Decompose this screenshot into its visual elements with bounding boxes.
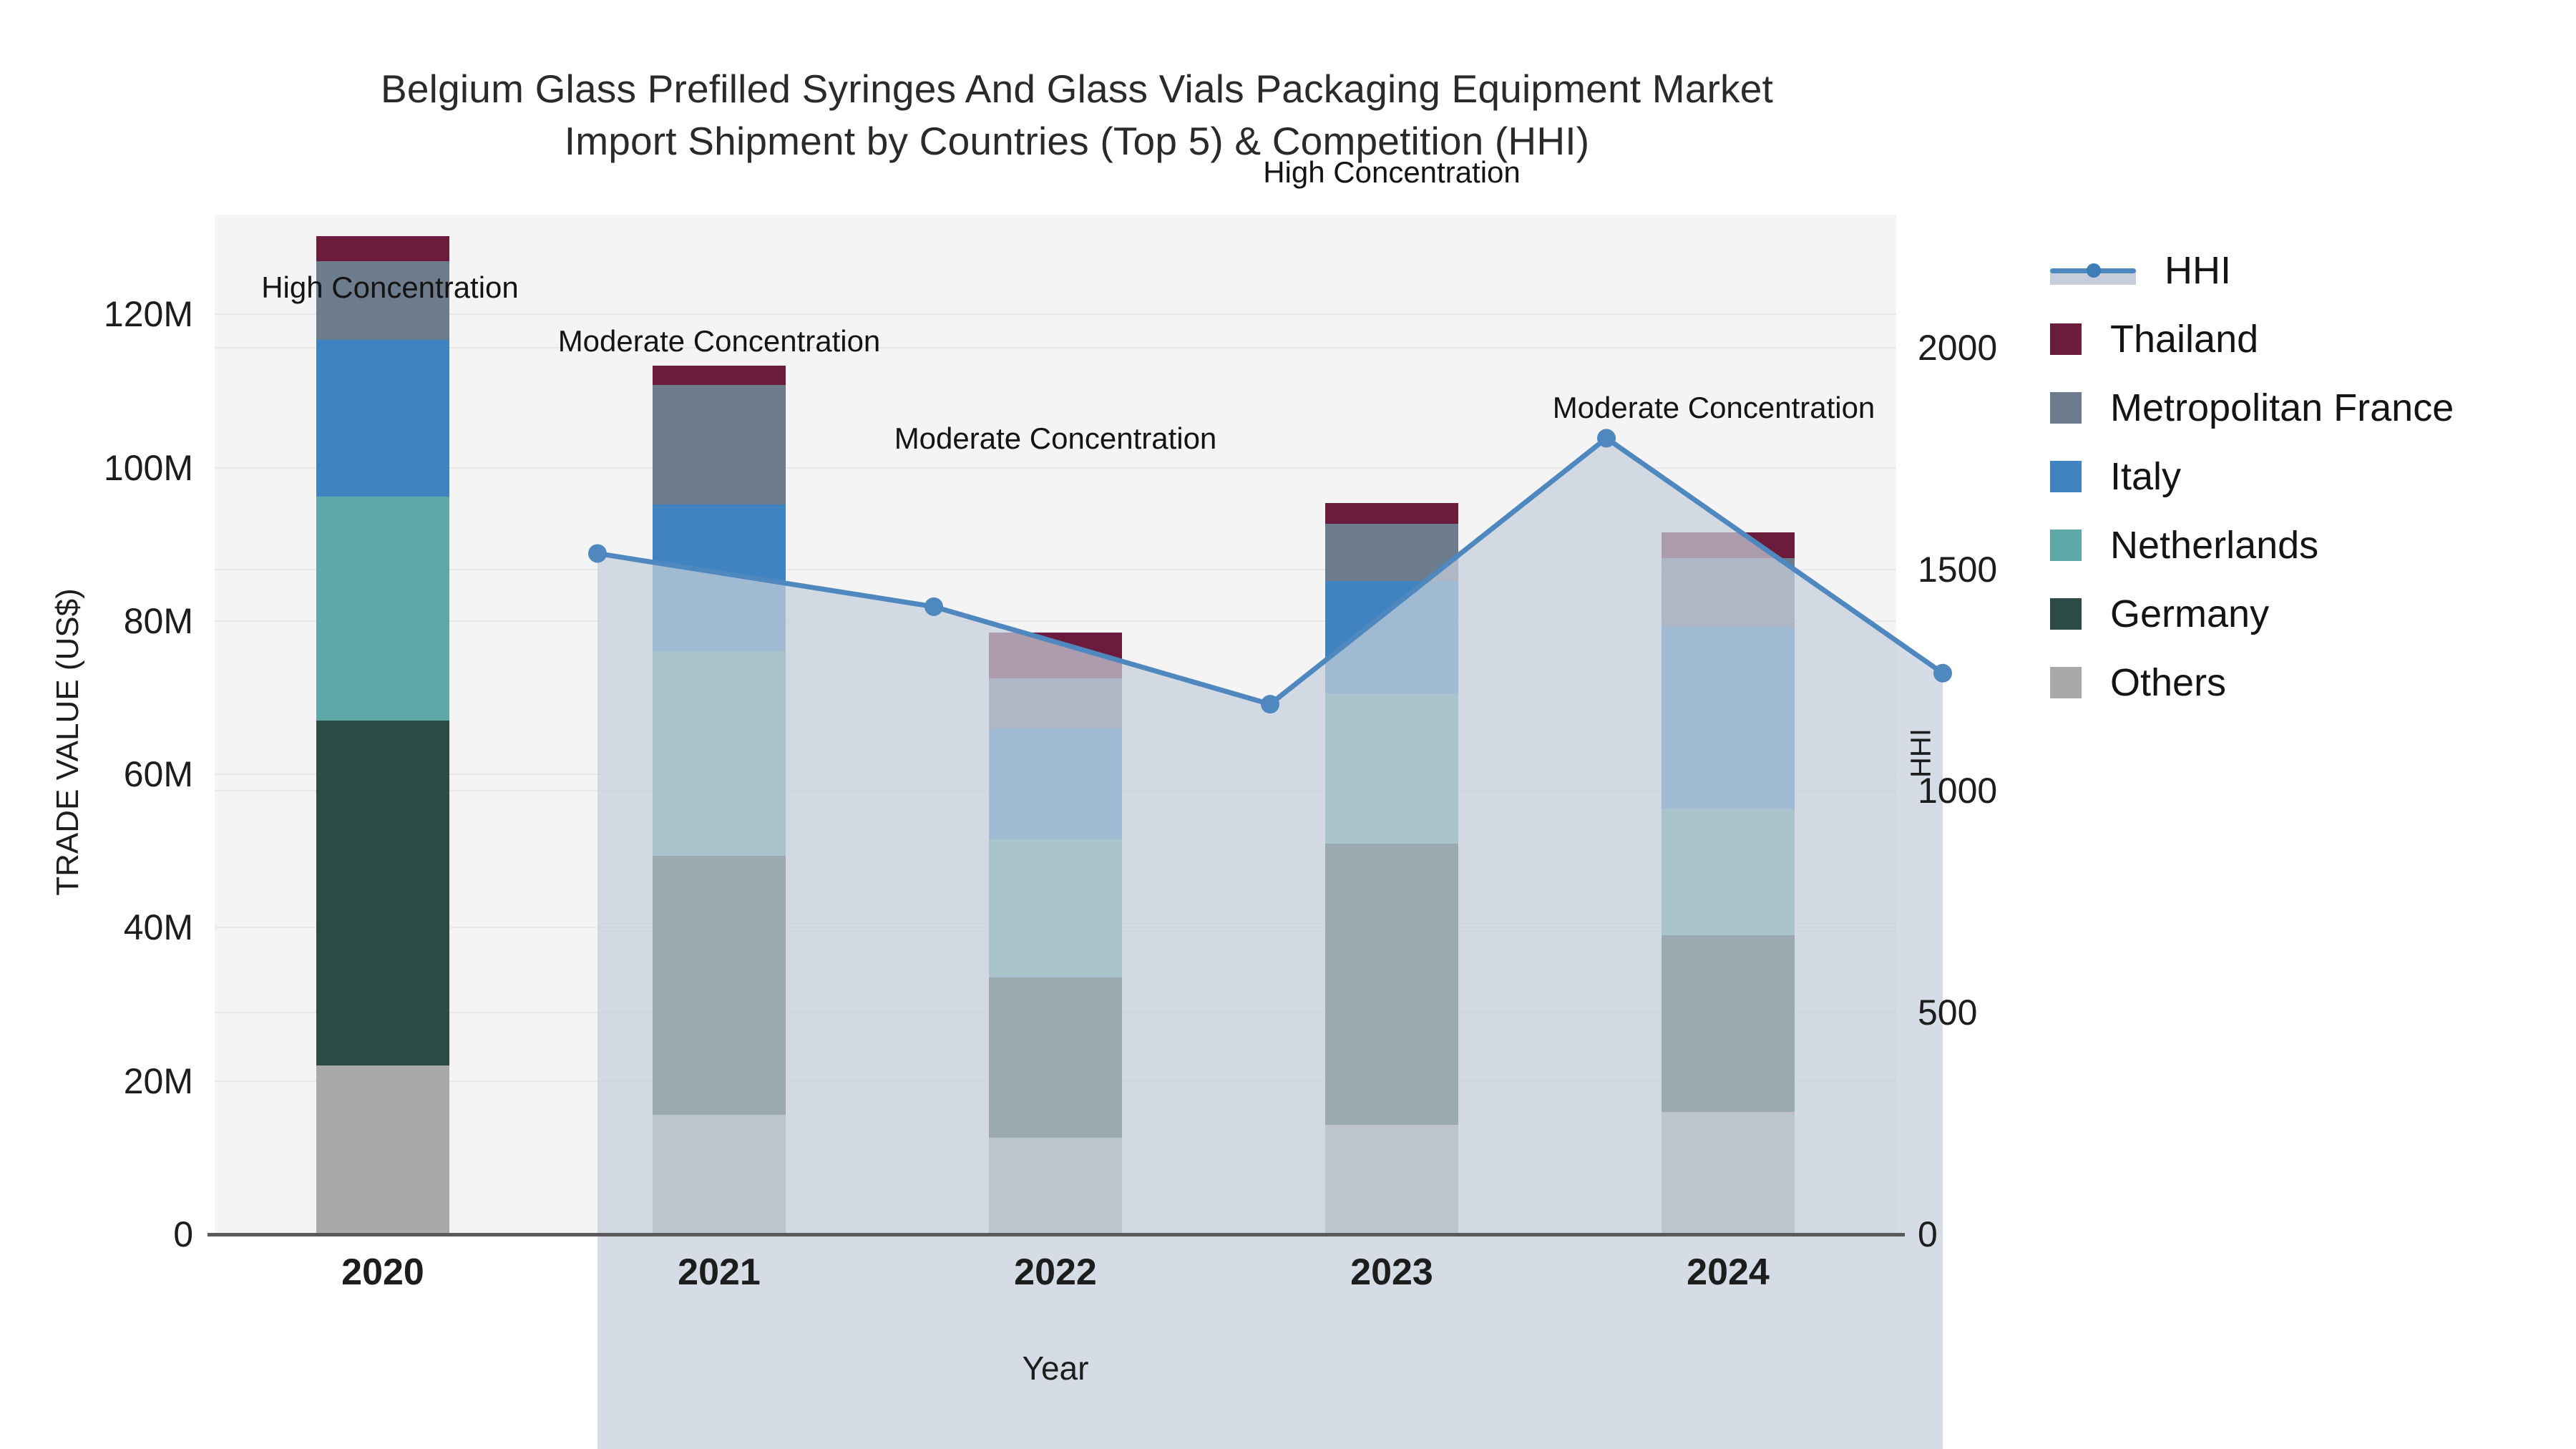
bar-segment-germany[interactable] bbox=[316, 721, 449, 1066]
x-axis-tick-2023: 2023 bbox=[1350, 1252, 1433, 1293]
y-axis-right-tick: 0 bbox=[1918, 1214, 1938, 1254]
legend-item-thailand[interactable]: Thailand bbox=[2050, 305, 2565, 374]
chart-title-line-2: Import Shipment by Countries (Top 5) & C… bbox=[564, 118, 1590, 163]
y-axis-left-label: TRADE VALUE (US$) bbox=[50, 588, 85, 896]
legend-item-italy[interactable]: Italy bbox=[2050, 442, 2565, 511]
hhi-marker-2024[interactable] bbox=[1933, 663, 1952, 683]
gridline bbox=[215, 313, 1896, 316]
hhi-marker-2021[interactable] bbox=[924, 597, 943, 616]
legend-swatch-icon bbox=[2050, 392, 2082, 424]
legend-line-marker-icon bbox=[2050, 255, 2136, 286]
legend-label: Others bbox=[2110, 661, 2227, 704]
legend-label: Thailand bbox=[2110, 318, 2259, 361]
hhi-marker-2020[interactable] bbox=[588, 544, 607, 563]
bar-segment-others[interactable] bbox=[316, 1065, 449, 1234]
gridline bbox=[215, 568, 1896, 570]
annotation-2021: Moderate Concentration bbox=[557, 323, 881, 358]
bar-segment-metropolitan-france[interactable] bbox=[653, 384, 786, 504]
gridline bbox=[215, 620, 1896, 622]
y-axis-left-tick: 20M bbox=[123, 1060, 193, 1101]
y-axis-right-tick: 1000 bbox=[1918, 771, 1998, 811]
bar-segment-thailand[interactable] bbox=[653, 366, 786, 385]
legend-item-hhi[interactable]: HHI bbox=[2050, 236, 2565, 305]
legend-item-others[interactable]: Others bbox=[2050, 648, 2565, 717]
x-axis-tick-2020: 2020 bbox=[341, 1252, 424, 1293]
gridline bbox=[215, 346, 1896, 348]
legend-item-germany[interactable]: Germany bbox=[2050, 580, 2565, 648]
legend-swatch-icon bbox=[2050, 323, 2082, 355]
annotation-2024: Moderate Concentration bbox=[1552, 390, 1875, 424]
legend-label: HHI bbox=[2165, 249, 2231, 292]
legend: HHI Thailand Metropolitan France Italy Nethe… bbox=[2050, 236, 2565, 717]
annotation-2022: Moderate Concentration bbox=[894, 421, 1217, 456]
legend-swatch-icon bbox=[2050, 530, 2082, 561]
legend-item-metropolitan-france[interactable]: Metropolitan France bbox=[2050, 374, 2565, 442]
bar-segment-metropolitan-france[interactable] bbox=[316, 261, 449, 340]
gridline bbox=[215, 467, 1896, 469]
x-axis-line bbox=[208, 1233, 1905, 1236]
annotation-2023: High Concentration bbox=[1263, 155, 1521, 190]
plot-area bbox=[215, 215, 1952, 1449]
y-axis-left-tick: 80M bbox=[123, 600, 193, 641]
legend-label: Netherlands bbox=[2110, 524, 2319, 567]
bar-segment-italy[interactable] bbox=[316, 339, 449, 497]
legend-swatch-icon bbox=[2050, 667, 2082, 698]
y-axis-left-tick: 0 bbox=[173, 1214, 193, 1254]
x-axis-tick-2024: 2024 bbox=[1687, 1252, 1770, 1293]
x-axis-label: Year bbox=[1022, 1350, 1089, 1387]
y-axis-left-tick: 60M bbox=[123, 754, 193, 795]
y-axis-left-tick: 120M bbox=[103, 294, 193, 335]
bar-segment-netherlands[interactable] bbox=[316, 497, 449, 721]
legend-item-netherlands[interactable]: Netherlands bbox=[2050, 511, 2565, 580]
y-axis-right-tick: 1500 bbox=[1918, 549, 1998, 590]
legend-swatch-icon bbox=[2050, 598, 2082, 630]
y-axis-left-tick: 40M bbox=[123, 907, 193, 948]
y-axis-right-tick: 2000 bbox=[1918, 327, 1998, 368]
hhi-marker-2023[interactable] bbox=[1597, 429, 1616, 448]
legend-label: Metropolitan France bbox=[2110, 386, 2454, 429]
chart-title-line-1: Belgium Glass Prefilled Syringes And Gla… bbox=[380, 67, 1773, 111]
x-axis-tick-2022: 2022 bbox=[1014, 1252, 1097, 1293]
chart-title: Belgium Glass Prefilled Syringes And Gla… bbox=[0, 63, 2154, 167]
bar-segment-thailand[interactable] bbox=[1325, 502, 1458, 524]
legend-label: Germany bbox=[2110, 592, 2270, 635]
legend-swatch-icon bbox=[2050, 461, 2082, 492]
annotation-2020: High Concentration bbox=[261, 270, 519, 305]
legend-label: Italy bbox=[2110, 455, 2182, 498]
hhi-marker-2022[interactable] bbox=[1261, 695, 1279, 714]
hhi-series bbox=[588, 429, 1952, 1449]
hhi-area bbox=[597, 438, 1943, 1449]
y-axis-right-tick: 500 bbox=[1918, 992, 1978, 1033]
y-axis-right-label: HHI bbox=[1905, 728, 1937, 778]
bar-segment-thailand[interactable] bbox=[316, 236, 449, 262]
x-axis-tick-2021: 2021 bbox=[678, 1252, 761, 1293]
bar-2020[interactable] bbox=[316, 215, 449, 1234]
y-axis-left-tick: 100M bbox=[103, 447, 193, 488]
